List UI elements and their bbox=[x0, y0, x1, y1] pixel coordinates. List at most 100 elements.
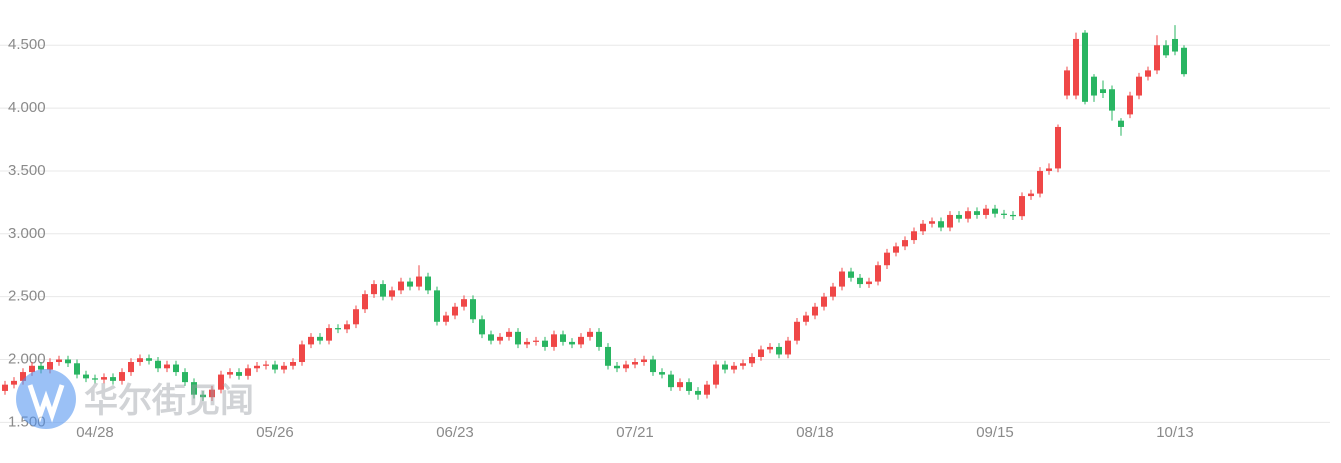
candle-body bbox=[110, 377, 116, 381]
x-tick-label: 04/28 bbox=[76, 424, 114, 441]
candle-body bbox=[479, 319, 485, 335]
candle-body bbox=[200, 394, 206, 398]
candle-body bbox=[1019, 196, 1025, 217]
candle-body bbox=[1154, 45, 1160, 71]
watermark-logo bbox=[16, 369, 76, 429]
candle-body bbox=[830, 286, 836, 297]
candle-body bbox=[857, 277, 863, 285]
candle-body bbox=[1001, 213, 1007, 215]
candle-body bbox=[20, 372, 26, 381]
candle-body bbox=[956, 214, 962, 219]
candle-body bbox=[407, 281, 413, 287]
candle-body bbox=[308, 336, 314, 345]
x-tick-label: 05/26 bbox=[256, 424, 294, 441]
candle-body bbox=[461, 299, 467, 307]
candle-body bbox=[326, 328, 332, 341]
candle-body bbox=[29, 365, 35, 373]
candle-body bbox=[596, 331, 602, 347]
candle-body bbox=[551, 334, 557, 347]
candle-body bbox=[848, 271, 854, 278]
candle-body bbox=[749, 356, 755, 364]
candle-body bbox=[1046, 168, 1052, 171]
x-tick-label: 06/23 bbox=[436, 424, 474, 441]
candle-body bbox=[650, 359, 656, 373]
candle-body bbox=[416, 276, 422, 287]
candle-body bbox=[272, 364, 278, 370]
candle-body bbox=[371, 284, 377, 295]
candle-body bbox=[704, 384, 710, 395]
x-tick-label: 07/21 bbox=[616, 424, 654, 441]
candle-body bbox=[1118, 120, 1124, 127]
candle-body bbox=[83, 374, 89, 379]
y-tick-label: 4.000 bbox=[8, 99, 46, 116]
candle-body bbox=[1028, 193, 1034, 197]
candle-body bbox=[1055, 126, 1061, 169]
candle-body bbox=[560, 334, 566, 342]
candle-body bbox=[470, 299, 476, 320]
candle-body bbox=[866, 281, 872, 285]
candle-body bbox=[821, 296, 827, 307]
candle-body bbox=[1181, 47, 1187, 75]
candle-body bbox=[443, 315, 449, 322]
candle-body bbox=[263, 364, 269, 366]
plot: 1.5002.0002.5003.0003.5004.0004.50004/28… bbox=[0, 25, 1330, 441]
candle-body bbox=[254, 365, 260, 369]
candle-body bbox=[164, 364, 170, 369]
candle-body bbox=[812, 306, 818, 316]
candle-body bbox=[353, 309, 359, 325]
candle-body bbox=[668, 374, 674, 388]
candle-body bbox=[488, 334, 494, 341]
candle-body bbox=[92, 378, 98, 380]
candle-body bbox=[173, 364, 179, 373]
candle-body bbox=[128, 362, 134, 373]
candle-body bbox=[776, 346, 782, 355]
candle-body bbox=[875, 265, 881, 282]
candle-body bbox=[920, 223, 926, 232]
candle-body bbox=[686, 382, 692, 391]
candle-body bbox=[587, 331, 593, 337]
candle-body bbox=[1127, 95, 1133, 115]
candle-body bbox=[434, 290, 440, 322]
candle-body bbox=[155, 360, 161, 369]
candle-body bbox=[713, 364, 719, 385]
candle-body bbox=[965, 211, 971, 219]
candle-body bbox=[659, 372, 665, 375]
y-tick-label: 2.500 bbox=[8, 288, 46, 305]
candle-body bbox=[1073, 38, 1079, 96]
candle-body bbox=[803, 315, 809, 322]
candle-body bbox=[389, 290, 395, 297]
candle-body bbox=[11, 380, 17, 385]
candle-body bbox=[74, 363, 80, 375]
candle-body bbox=[506, 331, 512, 337]
candle-body bbox=[65, 359, 71, 364]
candle-body bbox=[335, 328, 341, 330]
y-tick-label: 3.000 bbox=[8, 225, 46, 242]
y-tick-label: 2.000 bbox=[8, 350, 46, 367]
candle-body bbox=[1109, 89, 1115, 111]
candle-body bbox=[578, 336, 584, 345]
candle-body bbox=[731, 365, 737, 370]
candle-body bbox=[632, 362, 638, 365]
candle-body bbox=[344, 324, 350, 330]
x-tick-label: 10/13 bbox=[1156, 424, 1194, 441]
candle-body bbox=[227, 372, 233, 375]
candle-body bbox=[677, 382, 683, 388]
candle-body bbox=[884, 252, 890, 266]
candle-body bbox=[911, 231, 917, 241]
candle-body bbox=[146, 358, 152, 361]
candle-body bbox=[1037, 170, 1043, 194]
candle-body bbox=[452, 306, 458, 316]
candle-body bbox=[101, 377, 107, 380]
candle-body bbox=[515, 331, 521, 345]
candle-body bbox=[758, 349, 764, 357]
candle-body bbox=[497, 336, 503, 341]
candle-body bbox=[605, 346, 611, 366]
candle-body bbox=[533, 340, 539, 342]
candle-body bbox=[947, 214, 953, 228]
y-tick-label: 4.500 bbox=[8, 36, 46, 53]
candle-body bbox=[740, 363, 746, 366]
candle-body bbox=[191, 382, 197, 395]
candle-body bbox=[893, 246, 899, 253]
candle-body bbox=[794, 321, 800, 341]
candle-body bbox=[2, 384, 8, 391]
